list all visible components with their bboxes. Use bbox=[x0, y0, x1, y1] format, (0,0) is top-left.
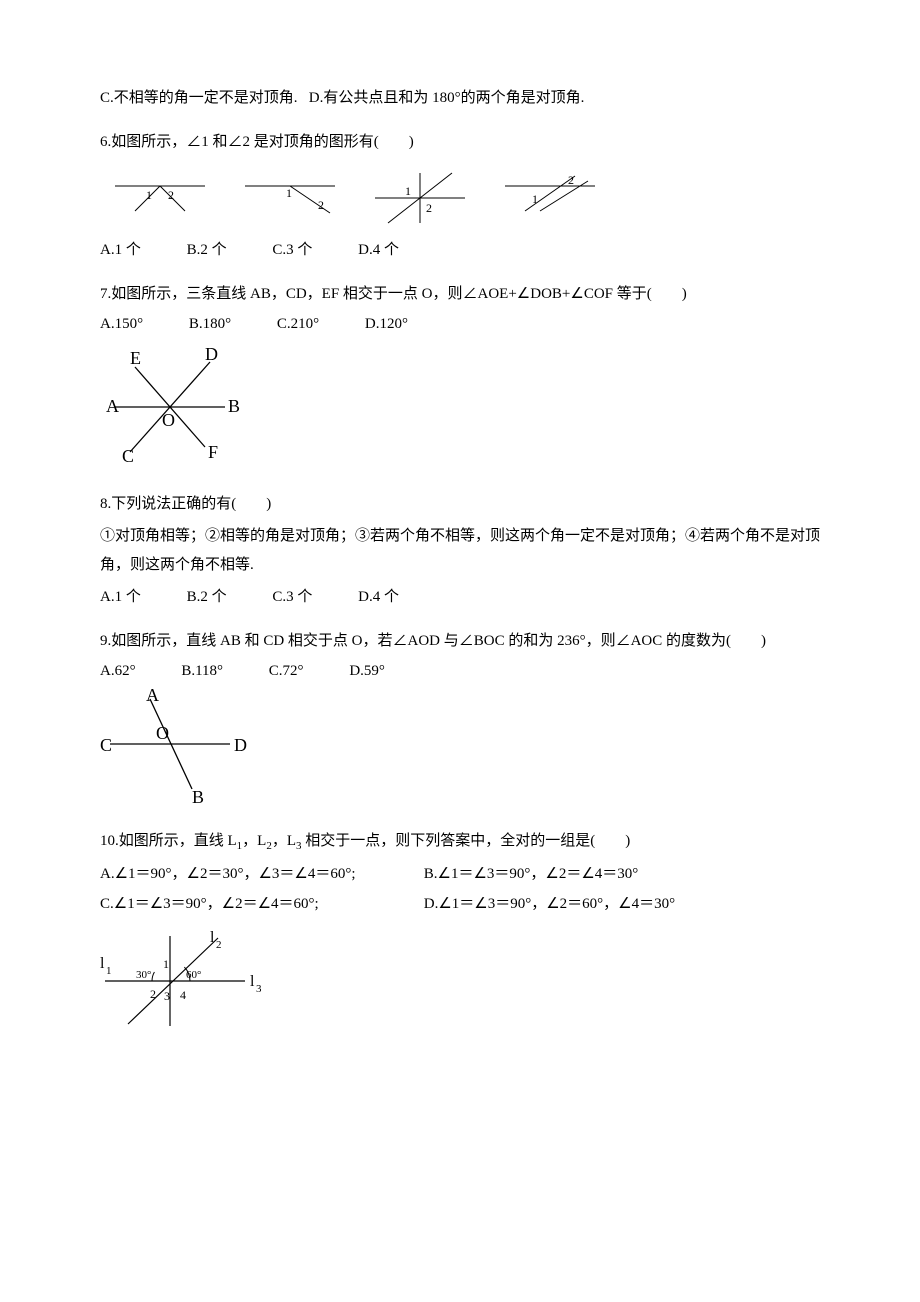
q6-optD: D.4 个 bbox=[358, 238, 399, 262]
q7-optB: B.180° bbox=[189, 312, 231, 336]
svg-text:1: 1 bbox=[405, 184, 411, 198]
svg-text:2: 2 bbox=[216, 939, 222, 951]
q8-stmts: ①对顶角相等；②相等的角是对顶角；③若两个角不相等，则这两个角一定不是对顶角；④… bbox=[100, 522, 820, 579]
svg-text:1: 1 bbox=[532, 192, 538, 206]
q6-optB: B.2 个 bbox=[187, 238, 227, 262]
svg-text:O: O bbox=[162, 410, 175, 430]
q7-text: 7.如图所示，三条直线 AB，CD，EF 相交于一点 O，则∠AOE+∠DOB+… bbox=[100, 282, 820, 306]
q10-rowAB: A.∠1＝90°，∠2＝30°，∠3＝∠4＝60°; B.∠1＝∠3＝90°，∠… bbox=[100, 862, 820, 886]
svg-text:C: C bbox=[100, 735, 112, 755]
q6-fig2: 12 bbox=[240, 171, 340, 226]
q6-fig4: 12 bbox=[500, 171, 600, 226]
svg-text:D: D bbox=[234, 735, 247, 755]
svg-text:4: 4 bbox=[180, 988, 186, 1002]
svg-text:2: 2 bbox=[150, 987, 156, 1001]
q6-fig3: 12 bbox=[370, 168, 470, 228]
q6-text: 6.如图所示，∠1 和∠2 是对顶角的图形有( ) bbox=[100, 130, 820, 154]
q9-options: A.62° B.118° C.72° D.59° bbox=[100, 659, 820, 683]
q7-optD: D.120° bbox=[365, 312, 408, 336]
q7-figure: A B E F D C O bbox=[100, 342, 250, 472]
svg-text:1: 1 bbox=[146, 188, 152, 202]
q6-optC: C.3 个 bbox=[272, 238, 312, 262]
q10-optC: C.∠1＝∠3＝90°，∠2＝∠4＝60°; bbox=[100, 892, 420, 916]
q8-optB: B.2 个 bbox=[187, 585, 227, 609]
q7-optA: A.150° bbox=[100, 312, 143, 336]
q10: 10.如图所示，直线 L1，L2，L3 相交于一点，则下列答案中，全对的一组是(… bbox=[100, 829, 820, 1036]
q6-fig1: 12 bbox=[110, 171, 210, 226]
q9-optC: C.72° bbox=[269, 659, 304, 683]
q6: 6.如图所示，∠1 和∠2 是对顶角的图形有( ) 12 12 12 12 A.… bbox=[100, 130, 820, 262]
q8-options: A.1 个 B.2 个 C.3 个 D.4 个 bbox=[100, 585, 820, 609]
svg-text:B: B bbox=[228, 396, 240, 416]
svg-text:l: l bbox=[210, 929, 215, 946]
q6-optA: A.1 个 bbox=[100, 238, 141, 262]
q8-optA: A.1 个 bbox=[100, 585, 141, 609]
svg-text:E: E bbox=[130, 348, 141, 368]
svg-text:A: A bbox=[106, 396, 119, 416]
svg-text:l: l bbox=[250, 973, 255, 990]
q10-text: 10.如图所示，直线 L1，L2，L3 相交于一点，则下列答案中，全对的一组是(… bbox=[100, 829, 820, 856]
q7-optC: C.210° bbox=[277, 312, 319, 336]
svg-text:30°: 30° bbox=[136, 969, 151, 981]
svg-text:1: 1 bbox=[163, 957, 169, 971]
svg-text:C: C bbox=[122, 446, 134, 466]
svg-text:3: 3 bbox=[256, 983, 262, 995]
svg-text:B: B bbox=[192, 787, 204, 807]
svg-text:3: 3 bbox=[164, 989, 170, 1003]
q8-optD: D.4 个 bbox=[358, 585, 399, 609]
q6-figures: 12 12 12 12 bbox=[110, 168, 820, 228]
svg-text:60°: 60° bbox=[186, 969, 201, 981]
q9: 9.如图所示，直线 AB 和 CD 相交于点 O，若∠AOD 与∠BOC 的和为… bbox=[100, 629, 820, 809]
q10-optD: D.∠1＝∠3＝90°，∠2＝60°，∠4＝30° bbox=[424, 896, 675, 912]
svg-text:F: F bbox=[208, 442, 218, 462]
svg-text:A: A bbox=[146, 689, 159, 705]
q9-figure: C D A B O bbox=[100, 689, 250, 809]
svg-text:O: O bbox=[156, 723, 169, 743]
q8-optC: C.3 个 bbox=[272, 585, 312, 609]
q9-optB: B.118° bbox=[181, 659, 223, 683]
q8: 8.下列说法正确的有( ) ①对顶角相等；②相等的角是对顶角；③若两个角不相等，… bbox=[100, 492, 820, 609]
svg-text:1: 1 bbox=[106, 965, 112, 977]
q9-optA: A.62° bbox=[100, 659, 136, 683]
q7-options: A.150° B.180° C.210° D.120° bbox=[100, 312, 820, 336]
q5-optD: D.有公共点且和为 180°的两个角是对顶角. bbox=[309, 90, 585, 106]
q10-optA: A.∠1＝90°，∠2＝30°，∠3＝∠4＝60°; bbox=[100, 862, 420, 886]
svg-text:2: 2 bbox=[426, 201, 432, 215]
svg-text:1: 1 bbox=[286, 186, 292, 200]
svg-text:2: 2 bbox=[168, 188, 174, 202]
q5-options-cd: C.不相等的角一定不是对顶角. D.有公共点且和为 180°的两个角是对顶角. bbox=[100, 86, 820, 110]
q10-optB: B.∠1＝∠3＝90°，∠2＝∠4＝30° bbox=[424, 866, 639, 882]
q10-figure: l1l2l330°60°1234 bbox=[100, 926, 270, 1036]
q7: 7.如图所示，三条直线 AB，CD，EF 相交于一点 O，则∠AOE+∠DOB+… bbox=[100, 282, 820, 472]
svg-text:D: D bbox=[205, 344, 218, 364]
svg-text:2: 2 bbox=[318, 198, 324, 212]
q9-optD: D.59° bbox=[349, 659, 385, 683]
q8-text: 8.下列说法正确的有( ) bbox=[100, 492, 820, 516]
q5-optC: C.不相等的角一定不是对顶角. bbox=[100, 90, 298, 106]
q6-options: A.1 个 B.2 个 C.3 个 D.4 个 bbox=[100, 238, 820, 262]
q10-rowCD: C.∠1＝∠3＝90°，∠2＝∠4＝60°; D.∠1＝∠3＝90°，∠2＝60… bbox=[100, 892, 820, 916]
svg-text:2: 2 bbox=[568, 173, 574, 187]
page: C.不相等的角一定不是对顶角. D.有公共点且和为 180°的两个角是对顶角. … bbox=[0, 0, 920, 1096]
svg-text:l: l bbox=[100, 955, 105, 972]
q9-text: 9.如图所示，直线 AB 和 CD 相交于点 O，若∠AOD 与∠BOC 的和为… bbox=[100, 629, 820, 653]
